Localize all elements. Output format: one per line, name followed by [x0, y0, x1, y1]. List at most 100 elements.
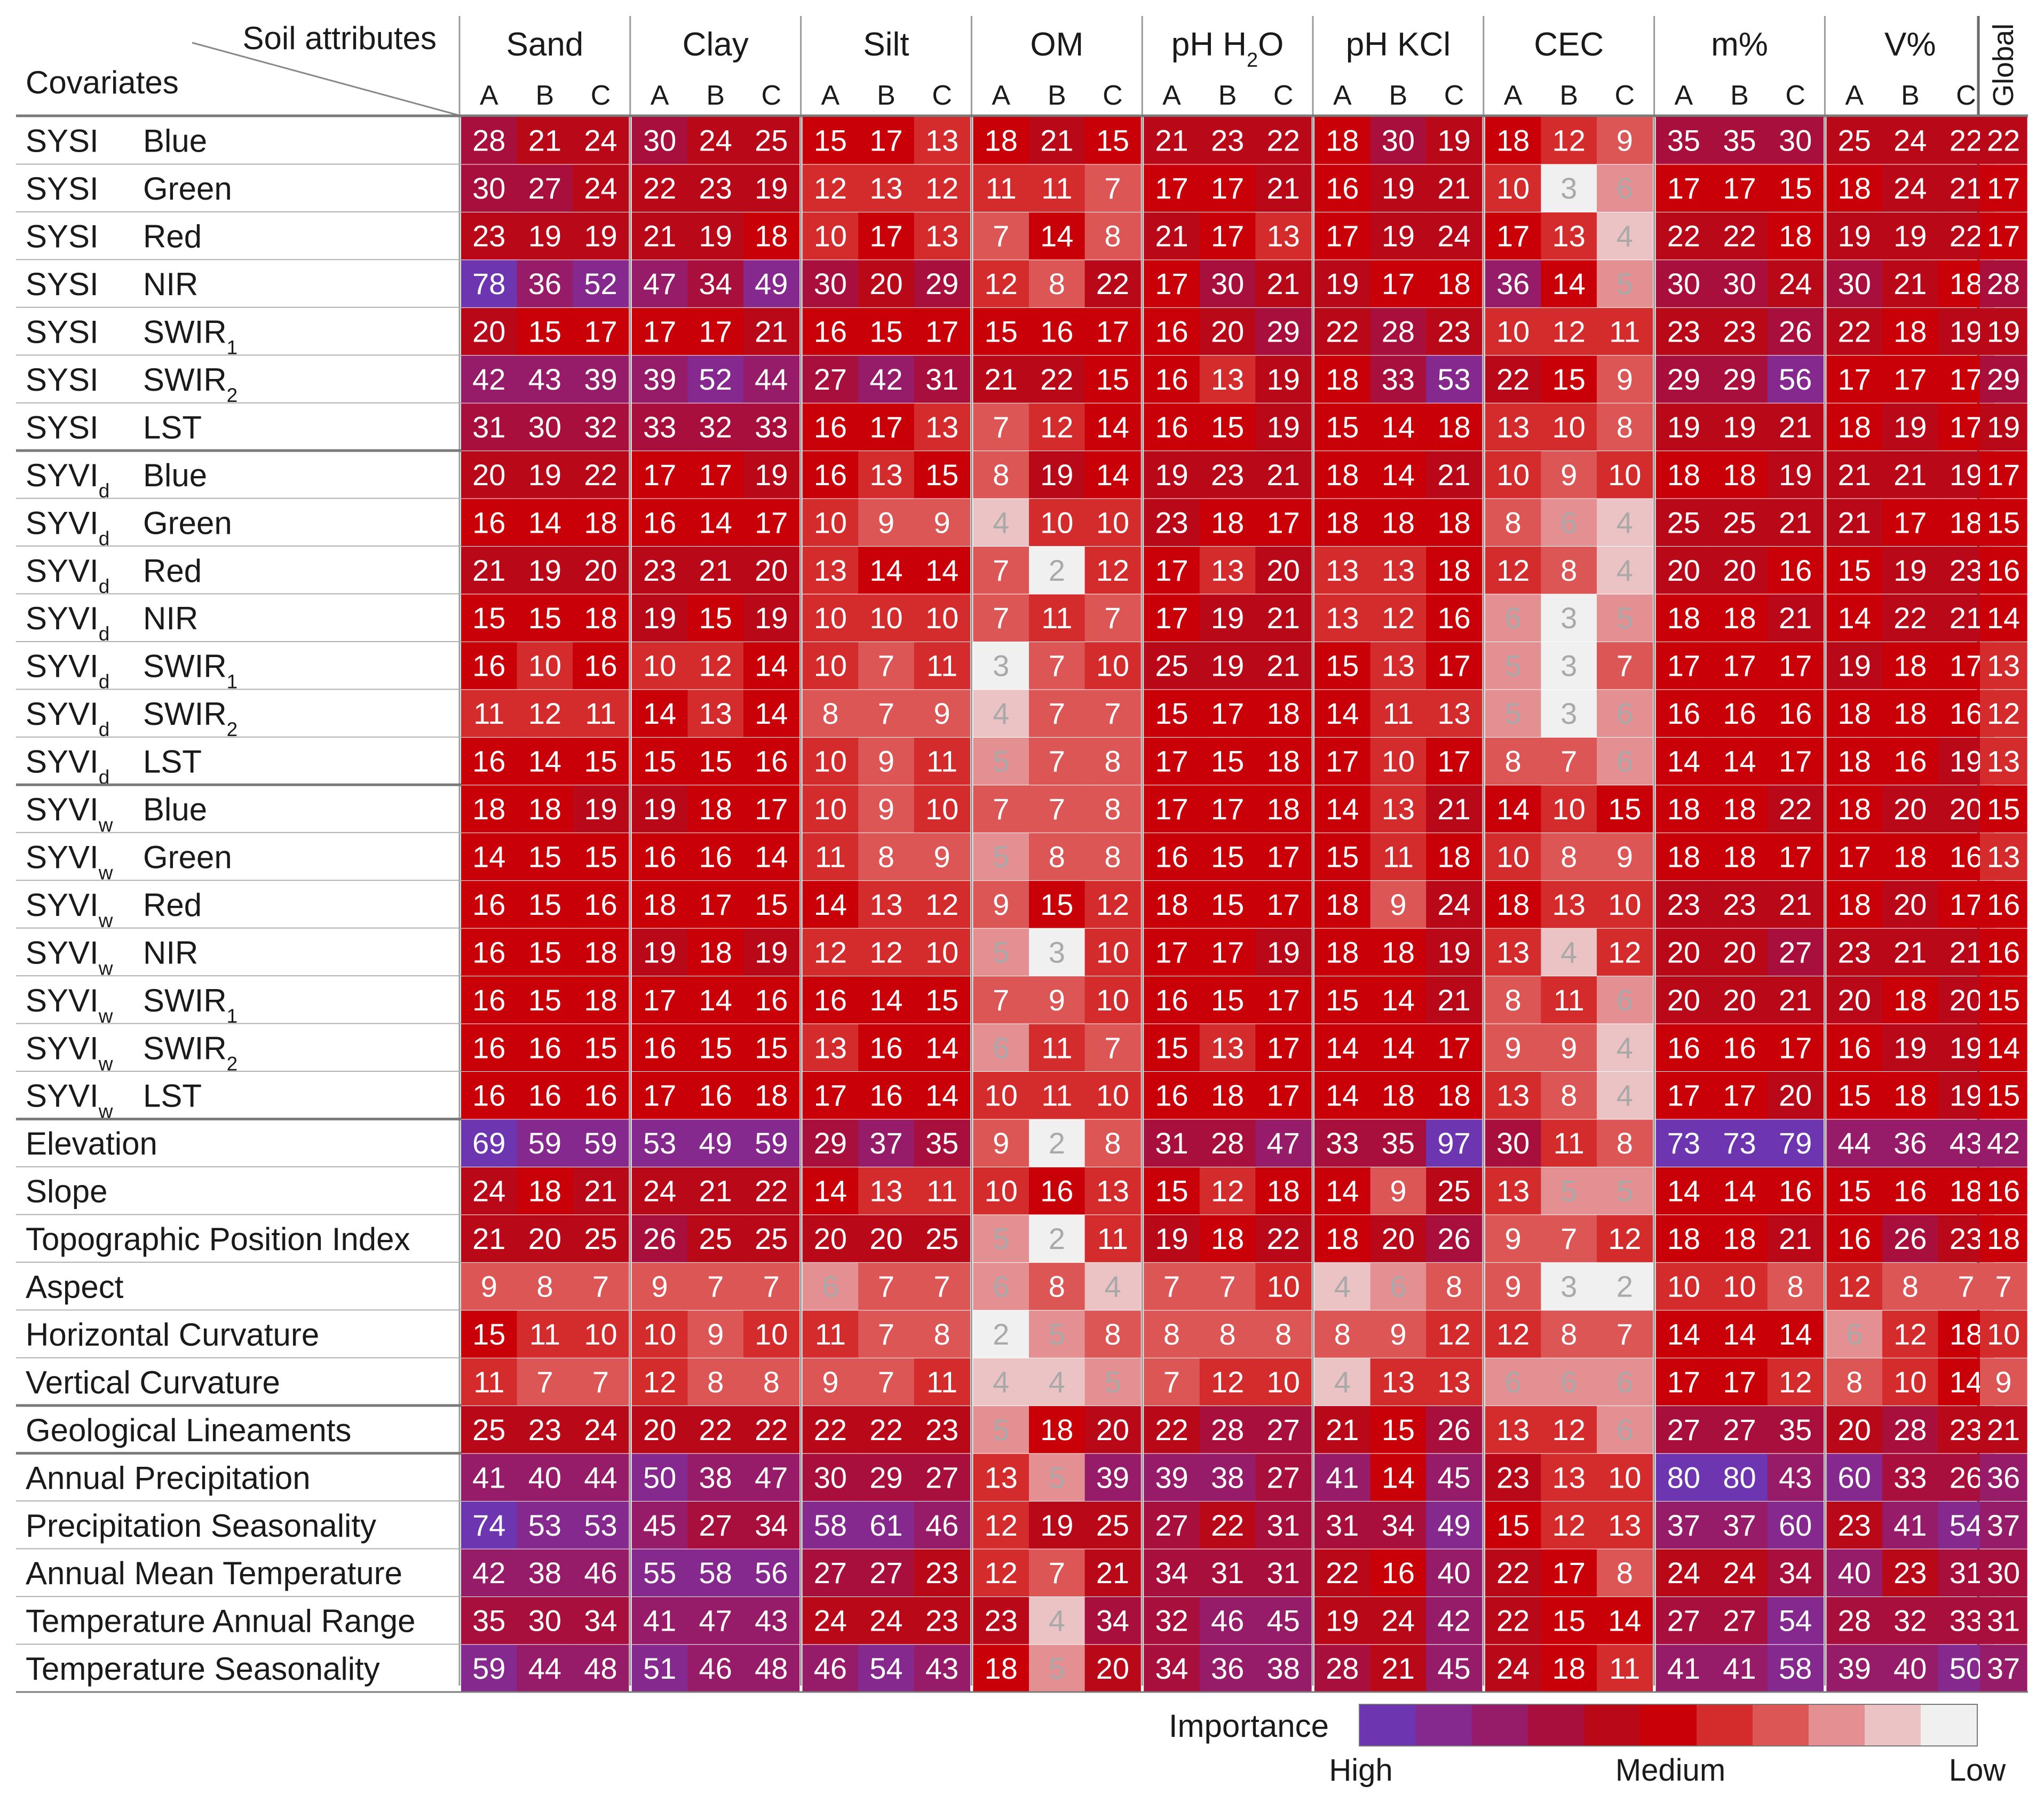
heatmap-value: 47	[699, 1604, 732, 1638]
heatmap-cell	[743, 833, 800, 881]
heatmap-value: 23	[1723, 315, 1756, 349]
heatmap-value: 49	[699, 1126, 732, 1160]
heatmap-cell	[802, 881, 859, 928]
heatmap-value: 11	[926, 745, 957, 778]
heatmap-cell	[1314, 785, 1371, 833]
heatmap-value: 13	[869, 171, 902, 205]
heatmap-cell	[1767, 594, 1824, 642]
heatmap-cell	[1655, 260, 1712, 307]
heatmap-value: 8	[1104, 792, 1121, 826]
heatmap-cell	[1597, 642, 1653, 690]
heatmap-value: 11	[473, 697, 504, 730]
heatmap-value: 15	[1211, 888, 1244, 921]
heatmap-cell	[1314, 212, 1371, 260]
heatmap-value: 21	[1894, 935, 1927, 969]
heatmap-cell	[802, 642, 859, 690]
heatmap-cell	[517, 594, 573, 642]
heatmap-value: 12	[1838, 1270, 1871, 1303]
heatmap-cell	[973, 737, 1029, 785]
heatmap-value: 14	[1326, 697, 1359, 730]
heatmap-cell	[1144, 690, 1200, 737]
heatmap-value: 7	[1049, 792, 1065, 826]
heatmap-cell	[1712, 642, 1768, 690]
heatmap-value: 30	[814, 1460, 847, 1494]
heatmap-value: 54	[869, 1651, 902, 1685]
heatmap-value: 27	[814, 362, 847, 396]
row-group-label: SYVIw	[26, 887, 113, 931]
heatmap-value: 7	[878, 1365, 894, 1398]
row-group-label: SYSI	[26, 171, 99, 207]
heatmap-cell	[1485, 690, 1541, 737]
heatmap-value: 17	[643, 458, 676, 492]
heatmap-value: 17	[814, 1079, 847, 1112]
heatmap-cell	[802, 547, 859, 594]
heatmap-cell	[1199, 355, 1256, 403]
heatmap-value: 40	[1838, 1556, 1871, 1590]
heatmap-value: 10	[1267, 1270, 1300, 1303]
heatmap-value: 36	[1894, 1126, 1927, 1160]
heatmap-value: 20	[1723, 935, 1756, 969]
heatmap-value: 8	[1560, 1079, 1577, 1112]
heatmap-value: 16	[1155, 840, 1188, 873]
heatmap-value: 27	[1267, 1460, 1300, 1494]
heatmap-value: 14	[1382, 1031, 1415, 1064]
heatmap-cell	[1767, 499, 1824, 547]
heatmap-value: 16	[869, 1031, 902, 1064]
heatmap-value: 37	[1667, 1508, 1700, 1542]
heatmap-value: 21	[1326, 1413, 1359, 1447]
heatmap-value: 13	[1437, 1365, 1470, 1398]
heatmap-cell	[687, 833, 744, 881]
heatmap-value: 79	[1779, 1126, 1812, 1160]
heatmap-value: 8	[993, 458, 1009, 492]
heatmap-value: 10	[584, 1317, 617, 1351]
heatmap-value: 18	[985, 1651, 1018, 1685]
heatmap-cell	[461, 785, 518, 833]
heatmap-value: 35	[1382, 1126, 1415, 1160]
heatmap-cell	[1712, 833, 1768, 881]
row-band-label: Blue	[143, 792, 207, 827]
heatmap-value: 12	[985, 267, 1018, 301]
heatmap-value: 29	[1723, 362, 1756, 396]
heatmap-value: 25	[1437, 1174, 1470, 1208]
row-group-label: SYVIw	[26, 935, 113, 979]
heatmap-value: 17	[1987, 219, 2020, 253]
heatmap-cell	[1029, 451, 1086, 499]
heatmap-value: 18	[1496, 888, 1530, 921]
heatmap-cell	[1541, 164, 1597, 212]
heatmap-cell	[1541, 547, 1597, 594]
heatmap-value: 14	[755, 697, 788, 730]
heatmap-value: 7	[1104, 601, 1121, 635]
heatmap-value: 18	[1437, 267, 1470, 301]
heatmap-cell	[1485, 451, 1541, 499]
heatmap-cell	[914, 690, 970, 737]
heatmap-value: 15	[643, 745, 676, 778]
heatmap-value: 6	[1617, 171, 1633, 205]
heatmap-value: 7	[878, 697, 894, 730]
heatmap-value: 20	[1667, 935, 1700, 969]
heatmap-value: 25	[1723, 505, 1756, 539]
heatmap-value: 15	[1552, 362, 1586, 396]
heatmap-value: 21	[1267, 267, 1300, 301]
heatmap-value: 9	[1390, 888, 1406, 921]
heatmap-cell	[1199, 117, 1256, 164]
heatmap-value: 25	[1155, 649, 1188, 683]
heatmap-value: 31	[1267, 1556, 1300, 1590]
heatmap-value: 29	[1987, 362, 2020, 396]
heatmap-cell	[1314, 403, 1371, 451]
heatmap-value: 8	[1104, 1126, 1121, 1160]
heatmap-value: 8	[1275, 1317, 1292, 1351]
heatmap-cell	[914, 212, 970, 260]
heatmap-value: 20	[1382, 1222, 1415, 1255]
heatmap-cell	[1485, 164, 1541, 212]
heatmap-cell	[1199, 833, 1256, 881]
heatmap-cell	[1144, 164, 1200, 212]
heatmap-cell	[1980, 117, 2027, 164]
heatmap-value: 7	[1049, 697, 1065, 730]
heatmap-value: 7	[707, 1270, 724, 1303]
heatmap-cell	[573, 833, 629, 881]
heatmap-cell	[1597, 212, 1653, 260]
heatmap-value: 18	[1267, 1174, 1300, 1208]
heatmap-value: 10	[1040, 505, 1073, 539]
heatmap-value: 30	[1987, 1556, 2020, 1590]
heatmap-cell	[1597, 164, 1653, 212]
